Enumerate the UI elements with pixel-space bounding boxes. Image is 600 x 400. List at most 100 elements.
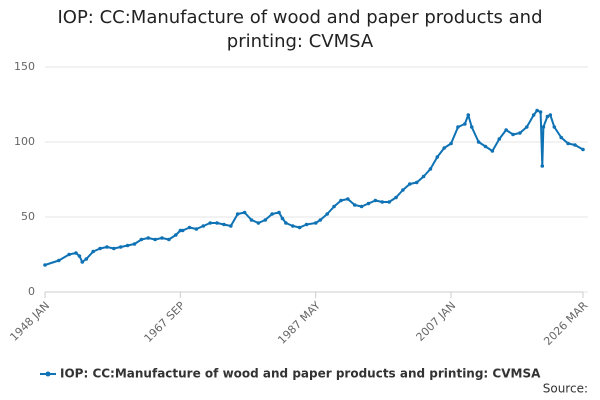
data-point [290,224,295,228]
data-point [566,141,570,146]
data-point [139,237,144,242]
data-point [313,221,318,225]
data-point [201,224,206,228]
data-point [270,212,274,216]
x-tick-label: 1948 JAN [7,299,52,344]
data-point [394,195,398,200]
data-point [77,254,82,258]
data-point [463,122,467,126]
data-point [421,174,426,179]
data-point [490,149,495,153]
data-point [105,245,109,249]
data-point [518,131,522,135]
data-point [208,221,212,225]
data-point [573,143,577,147]
data-point [229,224,233,228]
data-point [160,236,164,240]
data-point [242,210,247,215]
x-tick-label: 2007 JAN [414,299,459,344]
chart-title: IOP: CC:Manufacture of wood and paper pr… [57,7,543,52]
data-point [84,257,89,261]
data-point [366,201,371,206]
data-point [548,113,553,117]
data-point [256,221,261,225]
data-point [456,125,460,129]
data-point [56,258,61,263]
data-point [284,221,288,225]
data-point [80,260,85,264]
data-point [67,252,71,257]
y-tick-label: 150 [14,60,35,73]
data-point [263,218,268,222]
data-point [118,245,123,249]
data-point [339,198,343,203]
legend-marker [45,371,51,377]
data-point [132,242,137,246]
data-point [373,198,378,203]
data-point [541,125,546,129]
data-point [407,182,412,186]
x-tick-label: 1987 MAY [275,299,323,347]
data-point [74,251,78,255]
data-point [304,222,309,227]
data-point [222,222,226,227]
data-point [435,155,440,159]
data-point [449,141,453,146]
data-point [235,212,240,216]
data-point [401,188,405,192]
data-point [187,225,192,230]
data-point [552,125,557,129]
y-tick-label: 100 [14,135,35,148]
x-tick-label: 2026 MAR [541,299,590,348]
x-tick-label: 1967 SEP [142,299,188,345]
data-point [387,200,391,204]
y-tick-label: 0 [28,285,35,298]
data-point [540,164,545,168]
legend-label: IOP: CC:Manufacture of wood and paper pr… [60,367,541,381]
data-point [483,144,488,149]
data-point [531,113,536,117]
data-point [167,237,171,242]
data-point [280,216,285,221]
data-point [125,243,130,248]
data-point [581,147,585,152]
data-point [332,204,336,209]
data-point [153,237,157,242]
data-point [497,137,502,141]
data-point [476,140,481,144]
data-line [44,109,584,266]
data-point [146,236,151,240]
data-point [414,180,419,185]
data-point [297,225,302,230]
data-point [91,249,95,254]
data-point [173,233,178,237]
data-point [538,110,543,114]
data-point [98,246,102,251]
data-point [325,212,329,216]
data-point [428,167,433,171]
y-tick-label: 50 [21,210,35,223]
data-point [359,204,364,209]
source: Source: [543,382,588,396]
data-point [112,246,116,251]
data-point [469,125,474,129]
data-point [545,114,550,119]
data-point [466,113,471,117]
data-point [194,227,199,231]
data-point [215,221,219,225]
data-point [511,132,515,137]
data-point [180,228,185,233]
data-point [559,135,564,140]
data-point [318,218,323,222]
data-point [380,200,385,204]
data-point [535,108,539,113]
data-point [346,197,350,201]
data-point [277,210,281,215]
data-point [352,203,357,207]
data-point [524,125,529,129]
data-point [249,218,254,222]
data-point [442,146,446,150]
data-point [43,263,47,267]
